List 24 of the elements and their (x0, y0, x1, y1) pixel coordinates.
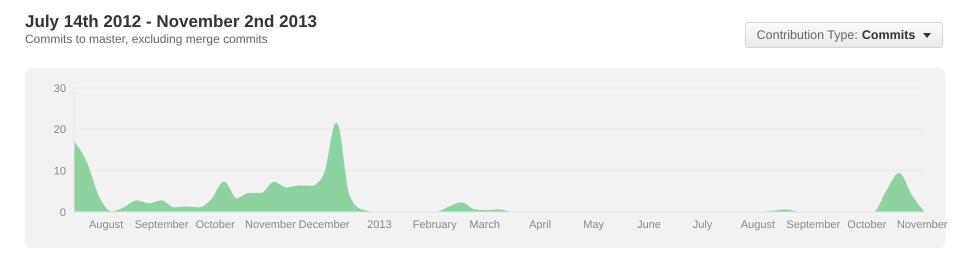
x-tick-label: September (786, 218, 841, 231)
x-tick-label: December (298, 218, 350, 231)
text: Commits (862, 28, 916, 42)
x-tick-label: November (245, 218, 296, 231)
x-tick-label: May (583, 218, 605, 231)
chart-title: July 14th 2012 - November 2nd 2013 (25, 12, 317, 32)
y-tick-label: 20 (54, 124, 66, 136)
chart-subtitle: Commits to master, excluding merge commits (25, 32, 268, 46)
x-tick-label: April (529, 218, 552, 231)
y-tick-label: 30 (54, 82, 66, 95)
x-tick-label: August (740, 218, 776, 231)
x-tick-label: 2013 (367, 218, 392, 231)
x-tick-label: October (847, 218, 887, 231)
x-tick-label: October (196, 218, 235, 231)
x-tick-label: February (412, 218, 458, 231)
x-tick-label: March (469, 218, 500, 231)
x-tick-label: August (89, 218, 124, 231)
text: Contribution Type: (756, 28, 858, 42)
x-tick-label: November (896, 218, 948, 231)
x-tick-label: September (134, 218, 189, 231)
x-tick-label: July (692, 218, 713, 231)
x-tick-label: June (637, 218, 661, 231)
y-tick-label: 10 (54, 166, 66, 178)
y-tick-label: 0 (60, 206, 66, 219)
